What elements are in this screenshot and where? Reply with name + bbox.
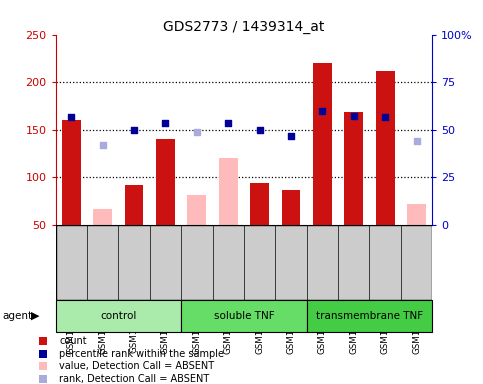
Point: [337, 82, 345, 88]
Bar: [187, 195, 206, 225]
Bar: [125, 185, 143, 225]
Bar: [407, 204, 426, 225]
Bar: [307, 300, 432, 332]
Point: [224, 120, 232, 126]
Text: soluble TNF: soluble TNF: [213, 311, 274, 321]
Text: rank, Detection Call = ABSENT: rank, Detection Call = ABSENT: [59, 374, 210, 384]
Bar: [282, 190, 300, 225]
Bar: [181, 300, 307, 332]
Title: GDS2773 / 1439314_at: GDS2773 / 1439314_at: [163, 20, 325, 33]
Point: [337, 308, 345, 314]
Bar: [344, 113, 363, 225]
Point: [256, 127, 264, 133]
Point: [337, 195, 345, 201]
Bar: [219, 158, 238, 225]
Bar: [56, 300, 181, 332]
Point: [193, 128, 201, 134]
Text: percentile rank within the sample: percentile rank within the sample: [59, 349, 225, 359]
Text: control: control: [100, 311, 137, 321]
Point: [130, 127, 138, 133]
Bar: [250, 183, 269, 225]
Point: [319, 108, 327, 114]
Point: [412, 138, 420, 144]
Text: value, Detection Call = ABSENT: value, Detection Call = ABSENT: [59, 361, 214, 371]
Bar: [156, 139, 175, 225]
Bar: [376, 71, 395, 225]
Point: [68, 114, 75, 120]
Text: ▶: ▶: [31, 311, 40, 321]
Bar: [93, 209, 112, 225]
Point: [382, 114, 389, 120]
Point: [350, 113, 357, 119]
Point: [99, 142, 107, 148]
Bar: [313, 63, 332, 225]
Text: transmembrane TNF: transmembrane TNF: [316, 311, 423, 321]
Point: [161, 120, 170, 126]
Point: [287, 133, 295, 139]
Bar: [62, 120, 81, 225]
Text: count: count: [59, 336, 87, 346]
Text: agent: agent: [2, 311, 32, 321]
